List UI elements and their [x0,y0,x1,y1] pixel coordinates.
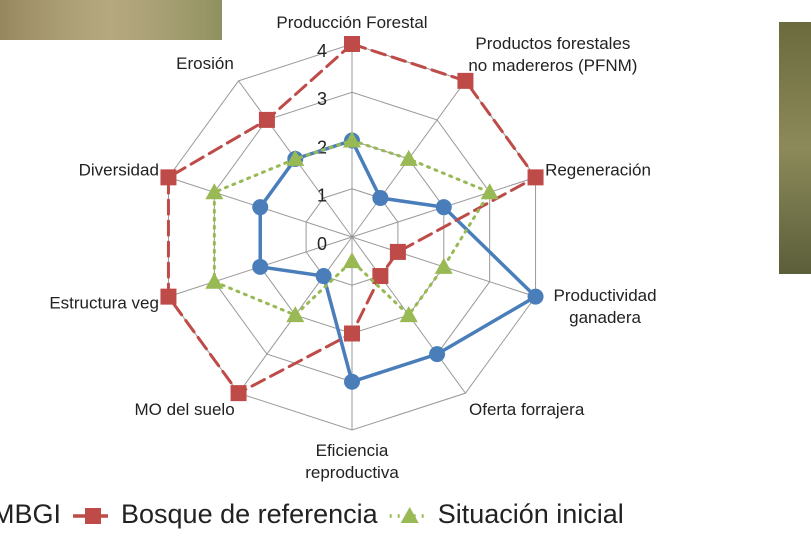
series [252,132,544,390]
point [344,373,360,390]
point [457,72,474,89]
category-label: Regeneración [545,160,651,180]
legend-label: Situación inicial [438,499,624,529]
series-line [258,138,539,384]
point [286,149,305,166]
r-tick-label: 3 [317,89,327,109]
point [399,149,418,166]
point [527,288,544,305]
point [429,346,446,363]
point [315,268,332,285]
category-label: Eficiencia reproductiva [305,441,399,482]
point [480,183,499,200]
r-tick-label: 4 [317,41,327,61]
point [435,199,452,216]
series [205,131,499,323]
point [343,131,361,148]
category-label: Productos forestales no madereros (PFNM) [468,33,638,75]
point [252,199,269,216]
point [389,243,406,260]
category-label: Productividad ganadera [553,285,657,327]
point [344,325,360,342]
point [372,189,389,206]
point [205,272,224,289]
point [252,258,269,275]
point [85,508,102,524]
series-line [212,138,492,318]
point [343,252,361,269]
photo-right [779,22,811,274]
category-label: Producción Forestal [276,13,428,32]
photo-left-texture [0,0,222,40]
category-label: MO del suelo [134,400,235,420]
point [344,36,360,52]
point [160,288,177,305]
point [258,111,275,128]
point [372,268,389,285]
r-tick-label: 2 [317,137,327,157]
point [434,257,453,274]
category-label: Oferta forrajera [469,400,585,420]
legend-label: Bosque de referencia [121,499,379,529]
r-tick-label: 1 [317,186,327,206]
point [286,306,305,323]
point [230,385,247,402]
point [400,507,419,523]
point [399,306,418,323]
point [160,169,177,186]
r-tick-label: 0 [317,234,327,254]
series [160,36,544,402]
point [205,183,224,200]
category-label: Estructura veg [49,293,159,313]
category-label: Diversidad [78,160,159,180]
legend-label: MBGI [0,499,61,529]
category-label: Erosión [176,53,234,73]
point [527,169,544,186]
